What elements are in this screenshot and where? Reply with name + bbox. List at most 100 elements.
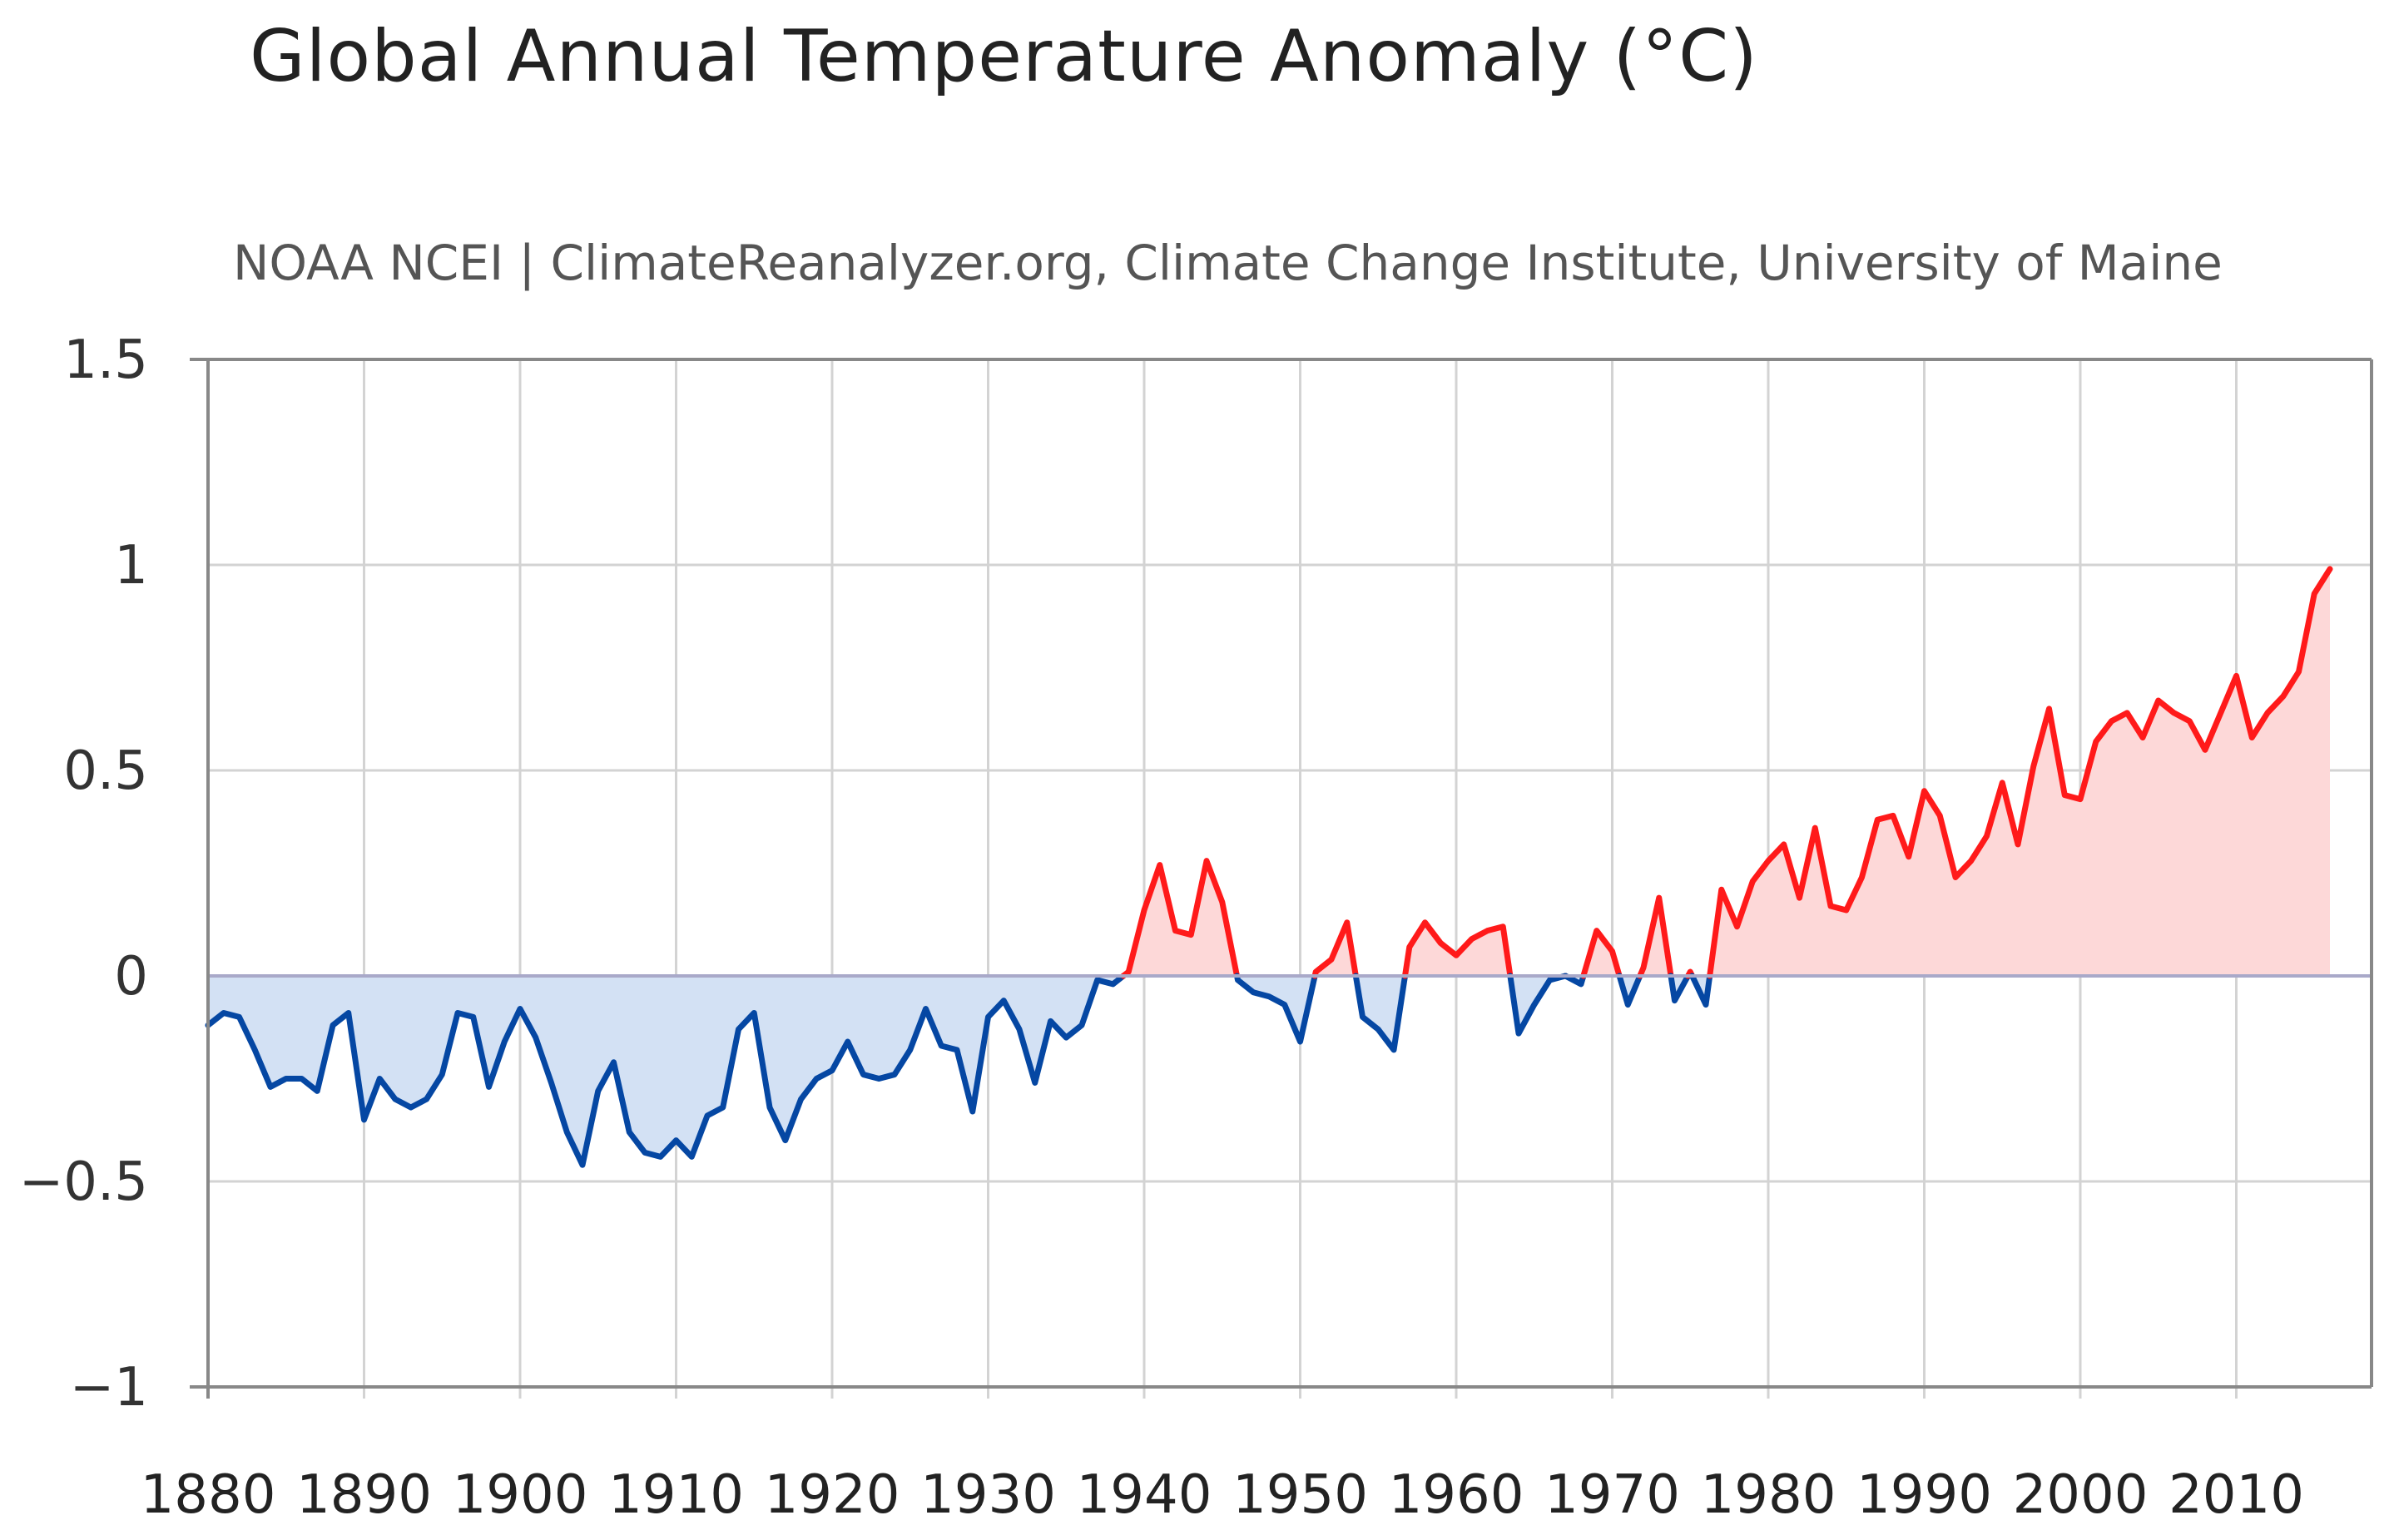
y-tick-label: 0.5 — [63, 740, 148, 802]
data-point — [1563, 973, 1568, 978]
positive-anomaly-line — [1580, 928, 1623, 979]
positive-anomaly-line — [1311, 919, 1359, 979]
data-point — [502, 1039, 507, 1044]
data-point — [2327, 567, 2332, 572]
data-point — [1625, 1003, 1630, 1008]
data-point — [206, 1023, 211, 1027]
data-point — [924, 1007, 929, 1012]
data-point — [1828, 904, 1833, 909]
negative-anomaly-line — [1616, 973, 1643, 1008]
data-point — [1079, 1023, 1084, 1027]
chart-title: Global Annual Temperature Anomaly (°C) — [250, 15, 1758, 98]
axes — [190, 358, 2373, 1399]
data-point — [986, 1014, 991, 1019]
data-point — [2078, 797, 2083, 802]
data-point — [1236, 978, 1241, 983]
x-tick-label: 1930 — [920, 1464, 1056, 1526]
data-point — [1985, 834, 1990, 839]
data-point — [1937, 813, 1942, 818]
data-point — [2249, 735, 2254, 740]
data-point — [2281, 694, 2286, 699]
data-point — [1298, 1039, 1303, 1044]
data-point — [1470, 937, 1475, 942]
data-point — [237, 1014, 242, 1019]
data-point — [705, 1113, 710, 1118]
data-point — [2203, 747, 2208, 752]
data-point — [2015, 842, 2020, 847]
data-point — [1548, 978, 1553, 983]
data-point — [1157, 863, 1162, 868]
data-point — [1173, 928, 1178, 933]
data-point — [1906, 854, 1911, 859]
data-point — [1688, 969, 1693, 974]
data-point — [2047, 706, 2052, 711]
data-point — [2187, 719, 2192, 724]
data-point — [627, 1130, 632, 1135]
data-point — [362, 1117, 367, 1122]
data-point — [346, 1010, 351, 1015]
data-point — [564, 1130, 569, 1135]
data-point — [1142, 908, 1147, 913]
data-point — [596, 1088, 601, 1093]
tick-labels: 1.5 1 0.5 0 −0.5 −1 1880 1890 1900 1910 1920 1930 19… — [19, 329, 2304, 1526]
data-point — [642, 1150, 647, 1155]
y-tick-label: −1 — [70, 1357, 148, 1419]
data-point — [1719, 887, 1724, 892]
data-point — [2156, 698, 2161, 703]
data-point — [689, 1154, 694, 1159]
data-point — [1969, 859, 1974, 864]
data-point — [221, 1010, 226, 1015]
data-point — [549, 1080, 554, 1085]
data-point — [315, 1088, 320, 1093]
data-point — [1610, 948, 1615, 953]
negative-anomaly-line — [1507, 973, 1569, 1037]
data-point — [1204, 859, 1209, 864]
x-tick-label: 1900 — [453, 1464, 588, 1526]
data-point — [268, 1084, 273, 1089]
data-point — [2062, 793, 2067, 798]
y-tick-label: −0.5 — [19, 1151, 148, 1213]
data-point — [1860, 874, 1865, 879]
data-point — [1703, 1003, 1708, 1008]
data-point — [612, 1060, 617, 1065]
positive-anomaly-line — [1637, 894, 1674, 979]
data-point — [1407, 944, 1412, 949]
x-tick-label: 1980 — [1701, 1464, 1836, 1526]
data-point — [1750, 879, 1755, 884]
data-point — [783, 1138, 788, 1143]
data-point — [2234, 673, 2239, 678]
data-point — [1391, 1047, 1396, 1052]
x-tick-label: 1880 — [141, 1464, 276, 1526]
data-point — [1735, 924, 1740, 929]
positive-anomaly-area — [1315, 922, 1356, 976]
data-point — [830, 1068, 835, 1073]
x-tick-label: 1970 — [1544, 1464, 1680, 1526]
x-tick-label: 1940 — [1077, 1464, 1212, 1526]
data-point — [1812, 825, 1817, 830]
data-point — [2297, 669, 2302, 674]
negative-anomaly-line — [1352, 973, 1408, 1053]
data-point — [736, 1027, 741, 1032]
negative-anomaly-area — [208, 976, 1123, 1166]
x-tick-label: 2000 — [2013, 1464, 2149, 1526]
data-point — [2094, 739, 2099, 744]
negative-anomaly-line — [1689, 973, 1713, 1008]
negative-anomaly-line — [1668, 973, 1692, 1004]
x-tick-label: 2010 — [2168, 1464, 2304, 1526]
positive-anomaly-area — [1405, 922, 1510, 976]
data-point — [1875, 817, 1880, 822]
negative-anomaly-line — [205, 973, 1127, 1168]
data-point — [1375, 1027, 1380, 1032]
data-point — [1266, 994, 1271, 999]
x-tick-label: 1890 — [296, 1464, 432, 1526]
data-point — [533, 1035, 538, 1040]
data-point — [876, 1077, 881, 1082]
data-point — [2109, 719, 2114, 724]
data-point — [2312, 592, 2317, 597]
data-point — [377, 1077, 382, 1082]
data-point — [1095, 978, 1100, 983]
data-point — [2265, 711, 2270, 716]
negative-anomaly-line — [1234, 973, 1318, 1045]
positive-anomaly-line — [1120, 858, 1241, 979]
